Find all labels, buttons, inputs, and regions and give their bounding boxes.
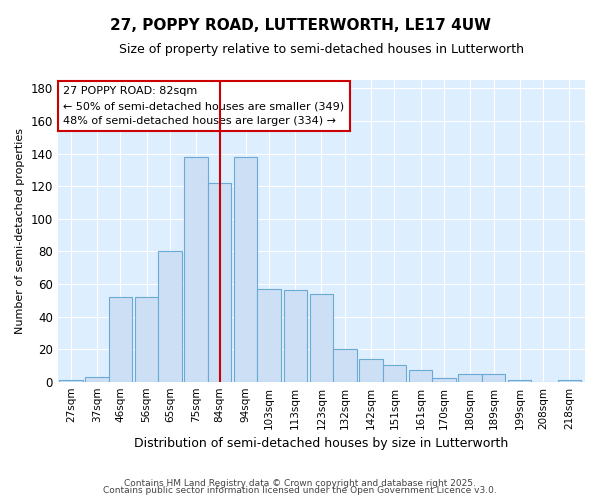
Bar: [135, 297, 158, 382]
Bar: [482, 374, 505, 382]
Bar: [557, 380, 581, 382]
Bar: [409, 370, 433, 382]
Bar: [284, 290, 307, 382]
Bar: [257, 289, 281, 382]
Bar: [208, 183, 232, 382]
Text: Contains HM Land Registry data © Crown copyright and database right 2025.: Contains HM Land Registry data © Crown c…: [124, 478, 476, 488]
Text: 27, POPPY ROAD, LUTTERWORTH, LE17 4UW: 27, POPPY ROAD, LUTTERWORTH, LE17 4UW: [110, 18, 491, 32]
Text: 27 POPPY ROAD: 82sqm
← 50% of semi-detached houses are smaller (349)
48% of semi: 27 POPPY ROAD: 82sqm ← 50% of semi-detac…: [63, 86, 344, 126]
Bar: [433, 378, 456, 382]
Title: Size of property relative to semi-detached houses in Lutterworth: Size of property relative to semi-detach…: [119, 42, 524, 56]
Bar: [158, 252, 182, 382]
Text: Contains public sector information licensed under the Open Government Licence v3: Contains public sector information licen…: [103, 486, 497, 495]
Y-axis label: Number of semi-detached properties: Number of semi-detached properties: [15, 128, 25, 334]
Bar: [184, 157, 208, 382]
Bar: [85, 377, 109, 382]
Bar: [109, 297, 132, 382]
Bar: [310, 294, 333, 382]
Bar: [508, 380, 532, 382]
Bar: [234, 157, 257, 382]
Bar: [359, 359, 383, 382]
Bar: [383, 366, 406, 382]
Bar: [458, 374, 482, 382]
X-axis label: Distribution of semi-detached houses by size in Lutterworth: Distribution of semi-detached houses by …: [134, 437, 509, 450]
Bar: [333, 349, 356, 382]
Bar: [59, 380, 83, 382]
